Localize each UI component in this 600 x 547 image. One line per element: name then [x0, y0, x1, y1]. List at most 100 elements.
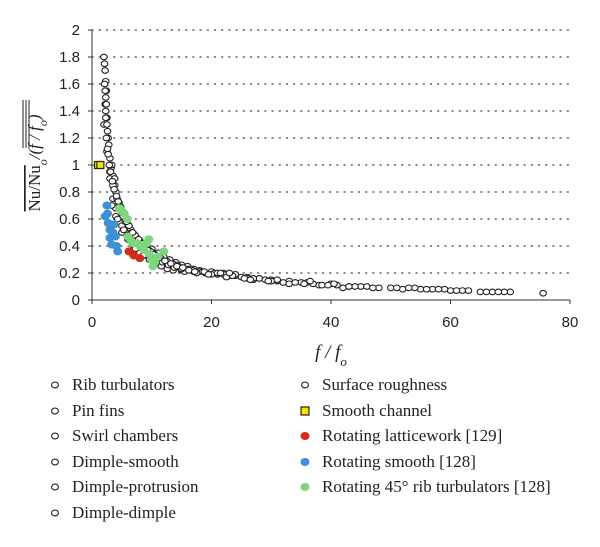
data-point-rotating-45-rib-turbulators-128	[159, 247, 169, 256]
data-point-rotating-45-rib-turbulators-128	[153, 252, 163, 261]
data-point-surface-roughness	[204, 271, 213, 278]
x-tick-label: 60	[442, 314, 459, 331]
data-point-rotating-latticework-129	[135, 254, 145, 263]
data-point-surface-roughness	[105, 161, 114, 169]
legend-label: Dimple-protrusion	[72, 477, 199, 496]
data-point-dimple-dimple	[494, 288, 503, 296]
axes	[22, 29, 571, 304]
legend-label: Smooth channel	[322, 400, 433, 420]
data-point-rib-turbulators	[101, 67, 109, 74]
legend-item: Dimple-protrusion	[48, 477, 199, 497]
filled-circle-marker-icon	[298, 456, 312, 468]
legend-item: Surface roughness	[298, 375, 447, 395]
data-point-rotating-45-rib-turbulators-128	[123, 232, 133, 241]
filled-circle-marker-icon	[298, 430, 312, 442]
data-point-surface-roughness	[100, 80, 109, 88]
x-tick-label: 40	[323, 314, 340, 331]
data-point-rib-turbulators	[100, 60, 109, 68]
data-point-rib-turbulators	[539, 289, 547, 297]
data-point-rotating-45-rib-turbulators-128	[144, 235, 154, 244]
legend-label: Rotating smooth [128]	[322, 451, 476, 471]
legend-item: Smooth channel	[298, 401, 432, 421]
data-point-rotating-45-rib-turbulators-128	[122, 215, 132, 223]
data-point-surface-roughness	[246, 276, 255, 284]
grid-lines	[91, 29, 571, 274]
data-point-surface-roughness	[114, 198, 123, 205]
data-point-surface-roughness	[101, 94, 110, 101]
data-point-surface-roughness	[264, 277, 273, 285]
legend-label: Rotating latticework [129]	[322, 426, 503, 445]
data-point-surface-roughness	[103, 121, 111, 128]
x-tick-label: 0	[88, 314, 96, 331]
data-point-dimple-dimple	[464, 287, 473, 294]
data-point-rotating-smooth-128	[110, 232, 120, 241]
data-point-surface-roughness	[103, 145, 112, 153]
open-circle-marker-icon	[48, 507, 62, 519]
data-point-dimple-dimple	[300, 280, 308, 288]
chart-legend: Rib turbulators Pin fins Swirl chambers Dim…	[0, 370, 600, 530]
data-point-dimple-protrusion	[291, 279, 300, 286]
data-point-smooth-channel	[96, 160, 105, 170]
data-point-rib-turbulators	[101, 107, 110, 115]
data-point-surface-roughness	[110, 185, 118, 193]
legend-label: Dimple-smooth	[72, 451, 179, 471]
data-point-surface-roughness	[112, 192, 121, 200]
legend-item: Rotating smooth [128]	[298, 452, 476, 472]
data-point-rotating-smooth-128	[103, 209, 113, 218]
x-axis-label: f / fo	[315, 342, 347, 369]
y-tick-label: 1	[72, 157, 80, 174]
legend-label: Rotating 45° rib turbulators [128]	[322, 477, 551, 496]
data-point-dimple-dimple	[404, 284, 413, 292]
data-point-surface-roughness	[330, 280, 338, 288]
legend-item: Rotating latticework [129]	[298, 426, 502, 446]
data-point-surface-roughness	[178, 264, 187, 271]
filled-circle-marker-icon	[298, 481, 312, 493]
data-point-dimple-protrusion	[119, 226, 128, 234]
legend-label: Dimple-dimple	[72, 502, 176, 522]
legend-label: Swirl chambers	[72, 426, 179, 445]
open-circle-marker-icon	[48, 379, 62, 391]
data-point-surface-roughness	[161, 257, 169, 265]
x-tick-label: 20	[203, 314, 220, 331]
open-circle-marker-icon	[48, 405, 62, 417]
data-point-surface-roughness	[102, 134, 111, 142]
legend-item: Dimple-smooth	[48, 452, 179, 472]
scatter-chart: 00.20.40.60.811.21.41.61.820 20 40 60 80 f /…	[22, 22, 578, 369]
x-tick-label: 80	[562, 314, 579, 331]
legend-item: Pin fins	[48, 401, 124, 421]
data-point-dimple-dimple	[434, 285, 443, 293]
data-point-surface-roughness	[106, 168, 115, 176]
legend-item: Swirl chambers	[48, 426, 178, 446]
legend-item: Dimple-dimple	[48, 503, 176, 523]
open-circle-marker-icon	[48, 456, 62, 468]
y-tick-label: 1.4	[59, 103, 80, 120]
y-tick-label: 0.4	[59, 238, 80, 255]
legend-item: Rotating 45° rib turbulators [128]	[298, 477, 551, 497]
data-point-surface-roughness	[101, 87, 109, 95]
y-tick-label: 0.8	[59, 184, 80, 201]
y-tick-label: 0.2	[59, 265, 80, 282]
data-point-dimple-dimple	[368, 284, 377, 292]
data-point-surface-roughness	[225, 269, 234, 277]
data-point-rotating-smooth-128	[109, 220, 119, 229]
data-point-surface-roughness	[306, 277, 314, 285]
open-circle-marker-icon	[48, 430, 62, 442]
data-point-dimple-protrusion	[482, 288, 491, 296]
legend-label: Rib turbulators	[72, 375, 175, 394]
data-point-dimple-protrusion	[422, 285, 431, 293]
y-tick-label: 0.6	[59, 211, 80, 228]
data-point-rib-turbulators	[100, 53, 108, 61]
data-point-surface-roughness	[101, 114, 110, 122]
data-point-rib-turbulators	[103, 127, 112, 135]
data-point-dimple-protrusion	[452, 287, 461, 294]
legend-label: Pin fins	[72, 400, 125, 420]
data-point-surface-roughness	[216, 269, 225, 277]
data-point-rotating-smooth-128	[102, 201, 112, 210]
y-tick-label: 0	[72, 292, 80, 309]
data-point-surface-roughness	[102, 100, 111, 108]
y-axis-label: Nu/Nuo/(f / fo)	[25, 114, 50, 211]
legend-item: Rib turbulators	[48, 375, 174, 395]
y-tick-label: 1.6	[59, 76, 80, 93]
tick-labels: 00.20.40.60.811.21.41.61.820 20 40 60 80	[59, 22, 578, 331]
legend-label: Surface roughness	[322, 375, 448, 394]
